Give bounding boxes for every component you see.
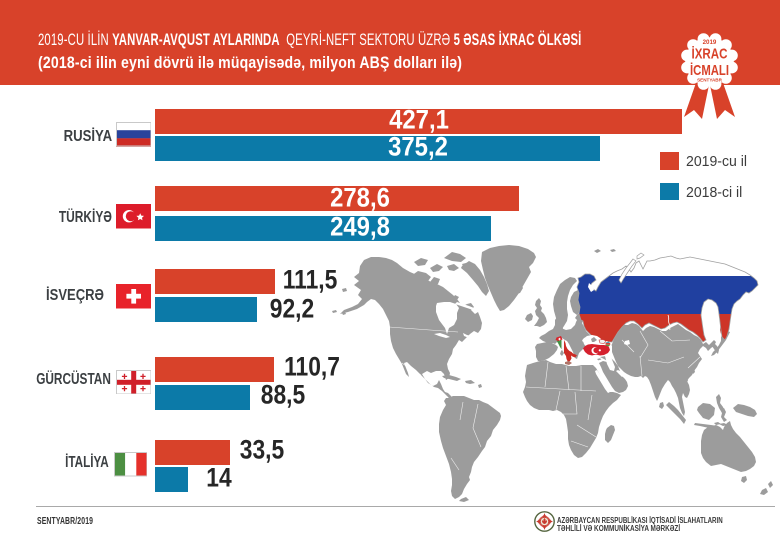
- svg-text:2019: 2019: [703, 39, 717, 46]
- svg-text:SENTYABR: SENTYABR: [697, 78, 723, 83]
- svg-text:İCMALI: İCMALI: [690, 62, 729, 79]
- svg-text:İXRAC: İXRAC: [692, 46, 728, 63]
